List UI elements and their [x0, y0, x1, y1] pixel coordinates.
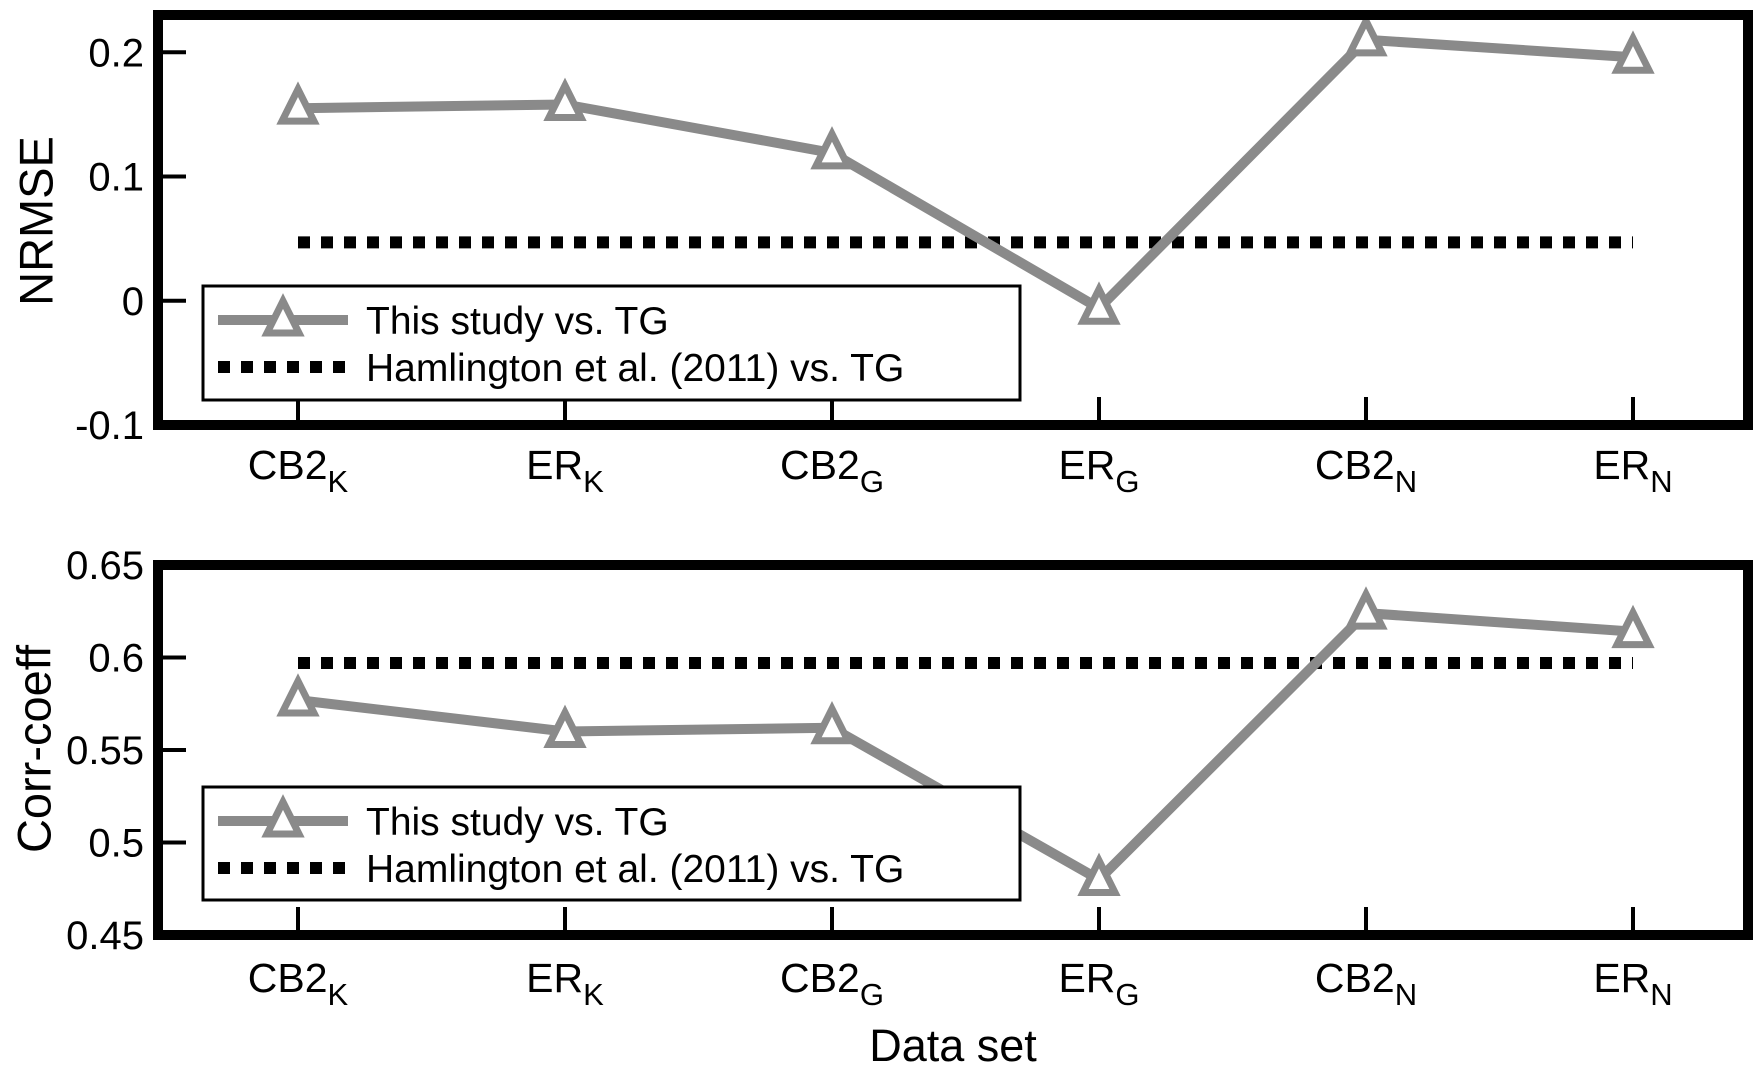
triangle-marker — [810, 700, 854, 745]
y-axis-label-corr-coeff: Corr-coeff — [7, 644, 61, 854]
x-category-label: CB2K — [248, 442, 349, 499]
x-category-label: ERG — [1058, 955, 1139, 1012]
x-category-label: ERN — [1593, 955, 1672, 1012]
y-tick-label: 0 — [122, 280, 144, 324]
x-category-label: CB2K — [248, 955, 349, 1012]
triangle-marker — [276, 673, 320, 717]
triangle-marker — [543, 704, 587, 748]
axes-frame — [153, 10, 1753, 430]
axes-frame — [153, 560, 1753, 940]
corr-coeff-panel: 0.65 0.6 0.55 0.5 0.45 CB2K ERK CB2G ERG CB2N ERN T… — [66, 544, 1753, 1012]
y-tick-label: 0.2 — [88, 31, 144, 75]
triangle-marker — [1611, 604, 1655, 649]
y-tick-label: 0.45 — [66, 914, 144, 958]
nrmse-panel: 0.2 0.1 0 -0.1 CB2K ERK CB2G ERG CB2N ERN This stu… — [75, 10, 1753, 499]
legend-box — [201, 785, 1022, 902]
y-tick-label: 0.65 — [66, 544, 144, 588]
series-line-this-study — [297, 34, 1634, 314]
triangle-marker — [1077, 852, 1121, 896]
x-category-label: CB2N — [1315, 442, 1417, 499]
y-axis-label-nrmse: NRMSE — [9, 136, 63, 306]
y-tick-label: 0.5 — [88, 822, 144, 866]
triangle-marker — [810, 126, 854, 170]
y-tick-label: -0.1 — [75, 404, 144, 448]
x-category-label: CB2N — [1315, 955, 1417, 1012]
legend-sample-triangle-marker — [261, 293, 305, 337]
x-axis-label-data-set: Data set — [869, 1020, 1037, 1071]
legend-sample-triangle-marker — [261, 794, 305, 838]
y-tick-label: 0.55 — [66, 729, 144, 773]
legend-label-this-study: This study vs. TG — [366, 801, 669, 844]
triangle-marker — [1077, 281, 1121, 325]
legend-label-hamlington: Hamlington et al. (2011) vs. TG — [366, 347, 904, 390]
triangle-marker — [543, 77, 587, 121]
y-tick-label: 0.6 — [88, 637, 144, 681]
x-category-label: ERK — [526, 955, 604, 1012]
y-tick-label: 0.1 — [88, 156, 144, 200]
legend-label-this-study: This study vs. TG — [366, 300, 669, 343]
x-category-label: CB2G — [780, 442, 884, 499]
x-category-label: ERK — [526, 442, 604, 499]
x-category-label: ERG — [1058, 442, 1139, 499]
legend-box — [201, 284, 1022, 402]
legend-label-hamlington: Hamlington et al. (2011) vs. TG — [366, 848, 904, 891]
x-category-label: CB2G — [780, 955, 884, 1012]
triangle-marker — [276, 81, 320, 125]
triangle-marker — [1611, 30, 1655, 74]
x-category-label: ERN — [1593, 442, 1672, 499]
triangle-marker — [1344, 586, 1388, 630]
triangle-marker — [1344, 13, 1388, 57]
